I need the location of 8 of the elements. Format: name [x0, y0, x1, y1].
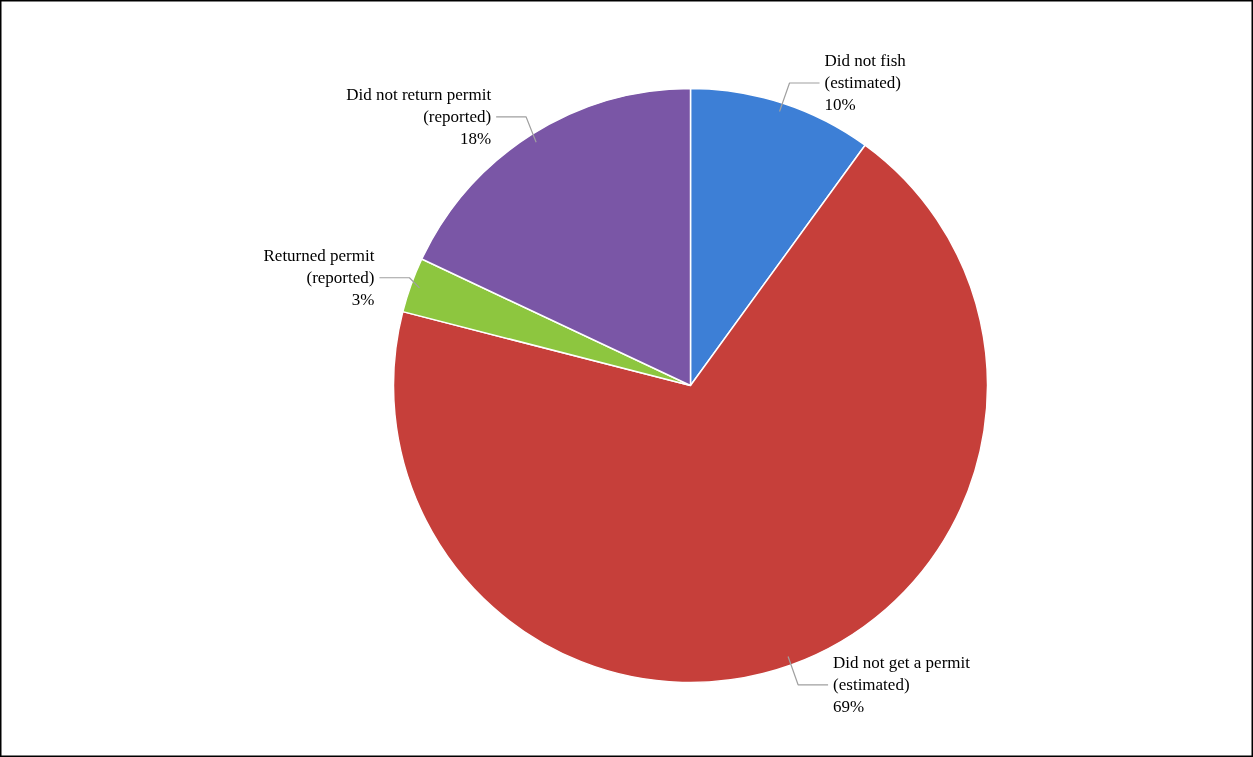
data-label: 69%: [833, 697, 865, 717]
data-label: 18%: [459, 129, 492, 149]
slice-label: Did not return permit (reported): [346, 85, 492, 127]
slice-label: Returned permit (reported): [263, 246, 375, 288]
slice-label: Did not get a permit (estimated): [833, 653, 971, 695]
data-label: 3%: [351, 290, 375, 310]
data-label: 10%: [824, 95, 856, 115]
slice-label: Did not fish (estimated): [824, 51, 907, 93]
